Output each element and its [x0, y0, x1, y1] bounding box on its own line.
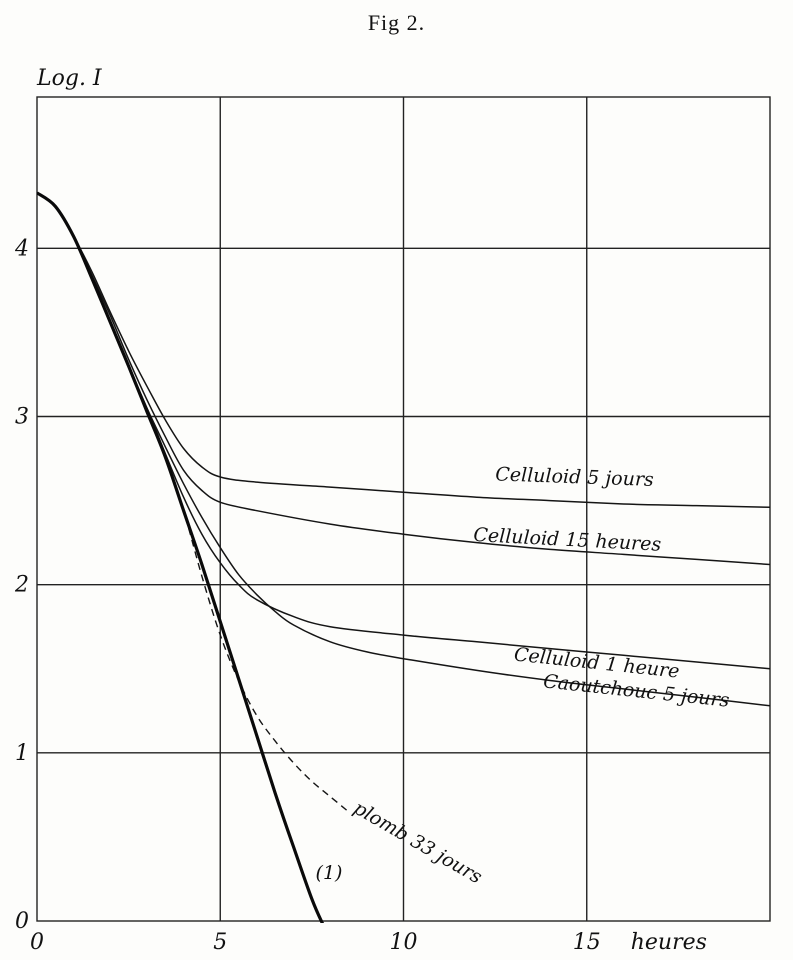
- y-tick-label-3: 3: [15, 405, 29, 430]
- tick-labels: 0 5 10 15 heures 0 1 2 3 4: [14, 236, 707, 955]
- y-tick-label-2: 2: [14, 573, 29, 598]
- curve-label-plomb-33-jours: plomb 33 jours: [350, 797, 486, 888]
- x-tick-label-10: 10: [390, 930, 418, 955]
- series-line-1: [37, 191, 325, 923]
- series-group: [37, 191, 770, 923]
- x-axis-label: heures: [631, 930, 707, 955]
- y-tick-label-4: 4: [14, 236, 29, 261]
- x-tick-label-0: 0: [30, 930, 44, 955]
- y-tick-label-0: 0: [15, 909, 29, 934]
- x-tick-label-15: 15: [573, 930, 601, 955]
- series-line-celluloid-5-jours: [37, 192, 770, 509]
- y-axis-label: Log. I: [36, 66, 103, 91]
- curve-label-1: (1): [316, 862, 343, 884]
- y-tick-label-1: 1: [15, 741, 29, 766]
- grid: [36, 96, 771, 922]
- x-tick-label-5: 5: [213, 930, 227, 955]
- figure-title: Fig 2.: [367, 10, 426, 35]
- curve-label-celluloid-5-jours: Celluloid 5 jours: [495, 463, 654, 491]
